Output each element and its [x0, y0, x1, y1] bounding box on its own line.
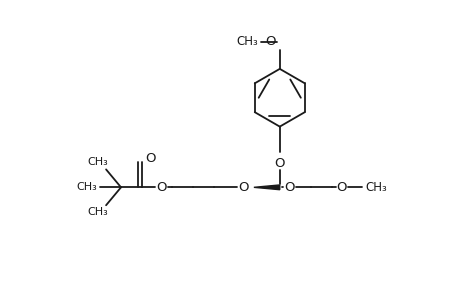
Text: O: O — [274, 157, 285, 170]
Text: CH₃: CH₃ — [77, 182, 97, 192]
Text: O: O — [156, 181, 167, 194]
Text: O: O — [336, 181, 347, 194]
Text: CH₃: CH₃ — [87, 158, 108, 167]
Text: CH₃: CH₃ — [236, 35, 258, 48]
Text: O: O — [284, 181, 294, 194]
Polygon shape — [253, 185, 279, 190]
Text: CH₃: CH₃ — [364, 181, 386, 194]
Text: CH₃: CH₃ — [87, 207, 108, 217]
Text: O: O — [265, 35, 275, 48]
Text: O: O — [146, 152, 156, 165]
Text: O: O — [238, 181, 249, 194]
